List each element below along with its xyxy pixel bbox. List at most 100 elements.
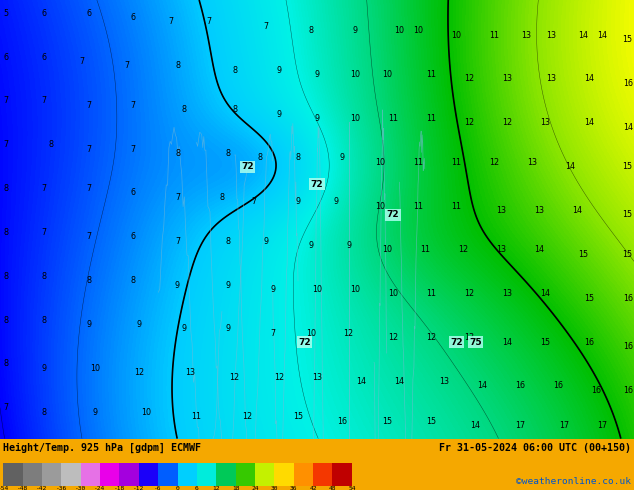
Text: 11: 11 — [413, 158, 424, 167]
Text: 7: 7 — [270, 329, 275, 338]
Text: 13: 13 — [312, 373, 322, 382]
Text: 10: 10 — [413, 26, 424, 35]
Text: 14: 14 — [470, 421, 481, 430]
Text: 13: 13 — [496, 245, 506, 254]
Text: 12: 12 — [458, 245, 468, 254]
Text: 12: 12 — [388, 333, 398, 342]
Text: 12: 12 — [274, 373, 284, 382]
Text: 15: 15 — [426, 416, 436, 425]
Text: 17: 17 — [515, 421, 525, 430]
Text: 9: 9 — [226, 281, 231, 290]
Text: 9: 9 — [270, 285, 275, 294]
Text: 54: 54 — [348, 486, 356, 490]
Bar — [42, 463, 61, 486]
Text: 16: 16 — [591, 386, 601, 395]
Text: 16: 16 — [515, 381, 525, 391]
Text: 12: 12 — [242, 412, 252, 421]
Text: 7: 7 — [207, 18, 212, 26]
Text: 13: 13 — [534, 206, 544, 215]
Bar — [197, 463, 216, 486]
Text: 5: 5 — [4, 9, 9, 18]
Text: 7: 7 — [86, 184, 91, 193]
Text: 16: 16 — [585, 338, 595, 346]
Text: 8: 8 — [232, 66, 237, 74]
Text: 13: 13 — [527, 158, 538, 167]
Text: 8: 8 — [4, 272, 9, 281]
Text: 7: 7 — [124, 61, 129, 70]
Text: 14: 14 — [585, 118, 595, 127]
Text: 7: 7 — [4, 403, 9, 413]
Text: 9: 9 — [295, 197, 301, 206]
Text: 16: 16 — [553, 381, 563, 391]
Text: 7: 7 — [86, 101, 91, 110]
Text: 9: 9 — [314, 70, 320, 79]
Text: 8: 8 — [219, 193, 224, 202]
Bar — [81, 463, 100, 486]
Bar — [255, 463, 275, 486]
Text: 13: 13 — [502, 289, 512, 298]
Text: 9: 9 — [42, 364, 47, 373]
Text: 17: 17 — [597, 421, 607, 430]
Text: 6: 6 — [4, 52, 9, 62]
Text: 24: 24 — [251, 486, 259, 490]
Text: 13: 13 — [464, 333, 474, 342]
Text: 7: 7 — [175, 193, 180, 202]
Bar — [23, 463, 42, 486]
Text: 36: 36 — [290, 486, 297, 490]
Text: 14: 14 — [477, 381, 487, 391]
Text: 18: 18 — [232, 486, 240, 490]
Text: Fr 31-05-2024 06:00 UTC (00+150): Fr 31-05-2024 06:00 UTC (00+150) — [439, 442, 631, 453]
Text: 13: 13 — [521, 30, 531, 40]
Text: 6: 6 — [86, 9, 91, 18]
Bar — [294, 463, 313, 486]
Text: 7: 7 — [42, 228, 47, 237]
Text: 12: 12 — [230, 373, 240, 382]
Text: 9: 9 — [308, 241, 313, 250]
Text: -36: -36 — [56, 486, 67, 490]
Text: 7: 7 — [86, 145, 91, 153]
Text: 8: 8 — [175, 61, 180, 70]
Text: 13: 13 — [547, 30, 557, 40]
Text: 8: 8 — [48, 140, 53, 149]
Text: 14: 14 — [502, 338, 512, 346]
Bar — [178, 463, 197, 486]
Text: 7: 7 — [86, 232, 91, 241]
Text: 13: 13 — [439, 377, 449, 386]
Text: 15: 15 — [623, 162, 633, 171]
Text: 13: 13 — [502, 74, 512, 83]
Text: 9: 9 — [340, 153, 345, 162]
Text: 14: 14 — [356, 377, 366, 386]
Text: 10: 10 — [90, 364, 100, 373]
Text: 13: 13 — [185, 368, 195, 377]
Text: 13: 13 — [540, 118, 550, 127]
Text: 7: 7 — [42, 184, 47, 193]
Text: 9: 9 — [353, 26, 358, 35]
Text: 72: 72 — [311, 180, 323, 189]
Text: 10: 10 — [350, 114, 360, 123]
Text: 0: 0 — [176, 486, 179, 490]
Bar — [313, 463, 332, 486]
Text: 16: 16 — [623, 79, 633, 88]
Text: 14: 14 — [566, 162, 576, 171]
Text: 17: 17 — [559, 421, 569, 430]
Text: 12: 12 — [134, 368, 145, 377]
Bar — [332, 463, 352, 486]
Text: Height/Temp. 925 hPa [gdpm] ECMWF: Height/Temp. 925 hPa [gdpm] ECMWF — [3, 442, 201, 453]
Text: 9: 9 — [314, 114, 320, 123]
Text: 6: 6 — [131, 13, 136, 22]
Bar — [100, 463, 119, 486]
Text: 11: 11 — [426, 70, 436, 79]
Text: 7: 7 — [4, 97, 9, 105]
Text: -30: -30 — [75, 486, 86, 490]
Text: 10: 10 — [141, 408, 151, 416]
Text: 9: 9 — [86, 320, 91, 329]
Text: 12: 12 — [464, 289, 474, 298]
Text: 6: 6 — [42, 52, 47, 62]
Text: 12: 12 — [464, 118, 474, 127]
Text: 15: 15 — [623, 35, 633, 44]
Bar — [3, 463, 23, 486]
Text: 9: 9 — [333, 197, 339, 206]
Text: 7: 7 — [131, 101, 136, 110]
Text: 10: 10 — [382, 245, 392, 254]
Text: 10: 10 — [350, 285, 360, 294]
